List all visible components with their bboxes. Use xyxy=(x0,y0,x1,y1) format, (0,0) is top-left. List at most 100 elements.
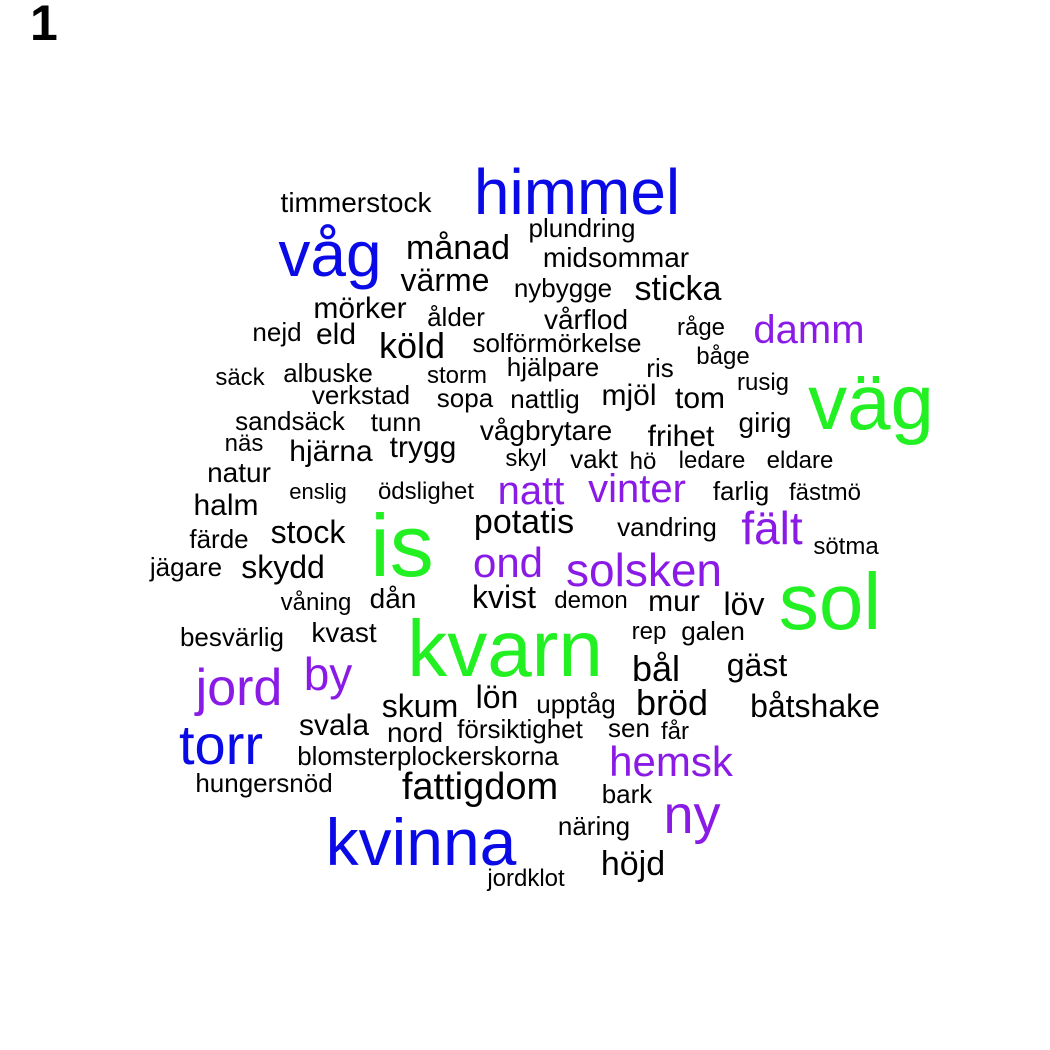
word-rage: råge xyxy=(676,314,726,341)
word-lov: löv xyxy=(723,586,765,622)
word-rep: rep xyxy=(631,618,667,645)
word-vinter: vinter xyxy=(588,467,686,511)
word-trygg: trygg xyxy=(389,431,457,464)
word-demon: demon xyxy=(554,587,628,614)
word-vandring: vandring xyxy=(617,512,717,542)
word-farde: färde xyxy=(189,524,249,554)
word-vag: väg xyxy=(808,358,934,446)
word-nattlig: nattlig xyxy=(510,384,580,414)
word-skum: skum xyxy=(381,688,459,724)
word-kvast: kvast xyxy=(311,617,377,648)
word-nybygge: nybygge xyxy=(513,273,613,303)
word-dan: dån xyxy=(369,583,417,614)
word-is: is xyxy=(370,496,434,595)
word-mur: mur xyxy=(648,585,700,618)
word-tom: tom xyxy=(674,382,726,415)
word-bal: bål xyxy=(631,648,681,689)
word-lon: lön xyxy=(475,679,519,715)
word-batshake: båtshake xyxy=(750,688,880,724)
word-kold: köld xyxy=(378,325,446,366)
word-potatis: potatis xyxy=(473,503,575,541)
word-vagbrytare: vågbrytare xyxy=(479,415,613,446)
word-hojd: höjd xyxy=(600,845,666,883)
word-midsommar: midsommar xyxy=(542,242,690,273)
word-odslighet: ödslighet xyxy=(377,478,475,505)
word-rusig: rusig xyxy=(736,369,790,396)
word-verkstad: verkstad xyxy=(311,380,411,410)
word-vag-wave: våg xyxy=(278,218,382,290)
word-galen: galen xyxy=(681,616,745,646)
word-jordklot: jordklot xyxy=(487,865,565,892)
word-eldare: eldare xyxy=(766,447,834,474)
word-nejd: nejd xyxy=(252,317,302,347)
word-enslig: enslig xyxy=(289,479,347,504)
word-hungersnod: hungersnöd xyxy=(195,768,333,798)
word-by: by xyxy=(303,648,353,700)
word-varme: värme xyxy=(400,262,490,298)
word-sack: säck xyxy=(215,364,265,391)
word-falt: fält xyxy=(741,502,803,554)
word-skyl: skyl xyxy=(505,445,547,472)
word-blomsterplockerskorna: blomsterplockerskorna xyxy=(297,741,559,771)
word-gast: gäst xyxy=(726,647,788,683)
word-ny: ny xyxy=(663,785,721,845)
word-mjol: mjöl xyxy=(601,379,657,412)
word-halm: halm xyxy=(193,489,259,522)
panel-label: 1 xyxy=(30,0,58,51)
word-ris: ris xyxy=(646,353,674,383)
word-plundring: plundring xyxy=(528,213,636,243)
word-sticka: sticka xyxy=(634,270,722,308)
word-solsken: solsken xyxy=(566,544,722,596)
word-far: får xyxy=(660,718,690,745)
word-farlig: farlig xyxy=(712,476,770,506)
word-morker: mörker xyxy=(313,292,407,325)
word-ledare: ledare xyxy=(678,447,746,474)
word-frihet: frihet xyxy=(647,420,715,453)
word-upptag: upptåg xyxy=(536,689,616,719)
word-besvarlig: besvärlig xyxy=(179,622,285,652)
word-manad: månad xyxy=(406,229,510,267)
word-natt: natt xyxy=(497,469,565,513)
word-bark: bark xyxy=(601,779,653,809)
word-albuske: albuske xyxy=(283,358,373,388)
word-nord: nord xyxy=(386,717,444,748)
word-kvarn: kvarn xyxy=(407,604,603,693)
word-vakt: vakt xyxy=(570,444,618,474)
word-forsiktighet: försiktighet xyxy=(457,714,583,744)
word-bage: båge xyxy=(696,343,750,370)
word-hjalpare: hjälpare xyxy=(506,352,600,382)
word-torr: torr xyxy=(179,713,263,776)
word-fastmo: fästmö xyxy=(788,479,862,506)
word-jord: jord xyxy=(195,659,283,717)
word-varflod: vårflod xyxy=(543,304,629,335)
word-ond: ond xyxy=(472,539,544,586)
word-sotma: sötma xyxy=(813,533,879,560)
word-naring: näring xyxy=(557,811,631,841)
word-kvinna: kvinna xyxy=(325,805,517,879)
word-svala: svala xyxy=(298,709,370,742)
word-sopa: sopa xyxy=(436,383,494,413)
word-vaning: våning xyxy=(280,589,352,616)
word-girig: girig xyxy=(738,407,792,438)
word-damm: damm xyxy=(753,308,865,352)
word-natur: natur xyxy=(207,457,271,488)
word-alder: ålder xyxy=(427,302,485,332)
word-sol: sol xyxy=(778,557,882,646)
word-jagare: jägare xyxy=(149,552,223,582)
word-solformorkelse: solförmörkelse xyxy=(472,328,642,358)
word-sen: sen xyxy=(608,713,650,743)
word-kvist: kvist xyxy=(472,579,536,615)
word-tunn: tunn xyxy=(370,407,422,437)
word-sandsack: sandsäck xyxy=(235,406,345,436)
word-eld: eld xyxy=(315,318,357,351)
word-storm: storm xyxy=(427,362,487,389)
word-stock: stock xyxy=(270,514,346,550)
word-brod: bröd xyxy=(635,682,709,723)
word-nas: näs xyxy=(224,430,264,457)
word-fattigdom: fattigdom xyxy=(401,766,559,808)
word-hemsk: hemsk xyxy=(609,738,733,785)
word-timmerstock: timmerstock xyxy=(280,187,432,218)
word-skydd: skydd xyxy=(241,549,325,585)
word-hjarna: hjärna xyxy=(289,435,373,468)
